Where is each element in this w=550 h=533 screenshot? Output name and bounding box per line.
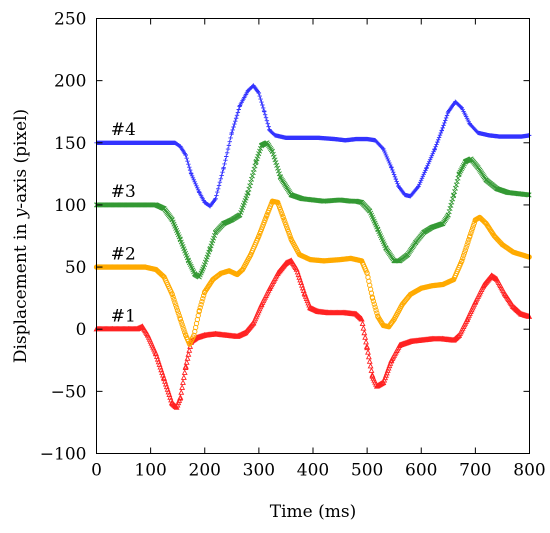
series-label: #3 bbox=[111, 182, 136, 202]
x-tick-label: 300 bbox=[243, 461, 275, 481]
series-4 bbox=[94, 83, 532, 209]
plot-frame bbox=[96, 18, 530, 454]
series-label: #4 bbox=[111, 120, 136, 140]
x-tick-label: 700 bbox=[459, 461, 491, 481]
x-tick-label: 100 bbox=[134, 461, 166, 481]
y-tick-label: −100 bbox=[40, 445, 87, 465]
y-tick-label: 200 bbox=[54, 72, 86, 92]
y-tick-label: 50 bbox=[65, 258, 87, 278]
y-axis-title-suffix: -axis (pixel) bbox=[11, 109, 31, 209]
series-2 bbox=[93, 198, 532, 347]
y-axis-title-prefix: Displacement in bbox=[11, 218, 31, 363]
tick-layer: 0 100 200 300 400 500 600 700 800 −100 −50 0 50 100 15… bbox=[40, 10, 546, 481]
y-tick-label: 100 bbox=[54, 196, 86, 216]
x-tick-label: 200 bbox=[189, 461, 221, 481]
x-tick-label: 400 bbox=[297, 461, 329, 481]
series-label-layer: #1 #2 #3 #4 bbox=[111, 120, 136, 326]
x-tick-label: 800 bbox=[513, 461, 545, 481]
y-tick-label: 0 bbox=[76, 320, 87, 340]
y-axis-title: Displacement in y-axis (pixel) bbox=[11, 109, 31, 363]
y-tick-label: −50 bbox=[51, 382, 87, 402]
x-axis-title: Time (ms) bbox=[270, 502, 356, 522]
x-tick-label: 600 bbox=[405, 461, 437, 481]
series-1 bbox=[93, 257, 533, 410]
series-layer bbox=[93, 83, 533, 410]
x-tick-label: 500 bbox=[351, 461, 383, 481]
series-2-markers bbox=[93, 198, 532, 347]
series-label: #2 bbox=[111, 244, 136, 264]
series-label: #1 bbox=[111, 306, 136, 326]
x-tick-label: 0 bbox=[91, 461, 102, 481]
y-tick-label: 150 bbox=[54, 134, 86, 154]
y-tick-label: 250 bbox=[54, 10, 86, 30]
series-4-markers bbox=[94, 83, 532, 209]
series-1-markers bbox=[93, 257, 533, 410]
y-axis-title-var: y bbox=[11, 208, 31, 219]
